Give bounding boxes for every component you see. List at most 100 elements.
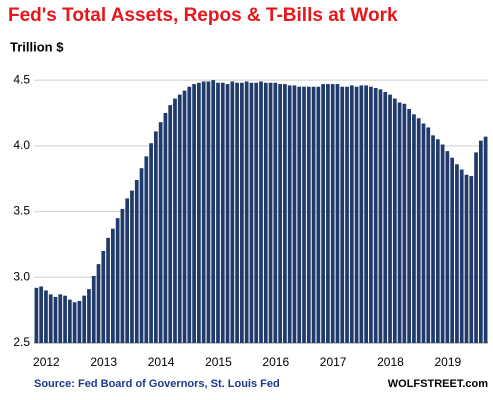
chart-subtitle: Trillion $ [10, 39, 64, 54]
bar [397, 102, 402, 343]
bar [388, 94, 392, 343]
bar [130, 190, 134, 343]
y-tick-label: 3.5 [13, 204, 30, 218]
bar [345, 86, 349, 343]
bar [445, 151, 450, 343]
x-tick-label: 2013 [90, 355, 117, 369]
bar [287, 85, 292, 344]
bar [283, 84, 287, 343]
bar [455, 164, 459, 343]
bar [230, 81, 235, 343]
x-tick-label: 2012 [33, 355, 60, 369]
bar [306, 86, 311, 343]
bar [469, 176, 474, 343]
bar [464, 174, 469, 343]
bar [106, 237, 110, 343]
bar [168, 105, 173, 343]
bar [110, 228, 115, 343]
bar [163, 113, 168, 343]
bar [302, 86, 306, 343]
bar [440, 144, 445, 343]
bar [259, 81, 263, 343]
x-tick-label: 2018 [377, 355, 404, 369]
bar [435, 139, 440, 343]
bar [91, 275, 96, 343]
bar [412, 114, 416, 343]
bar [278, 84, 282, 343]
bar [58, 294, 63, 343]
bar [321, 84, 325, 343]
bar [120, 208, 125, 343]
y-tick-label: 4.5 [13, 72, 30, 86]
bar [39, 286, 44, 343]
x-tick-label: 2017 [320, 355, 347, 369]
bar [254, 82, 259, 344]
bar [134, 180, 139, 343]
bar [478, 140, 483, 343]
bar [158, 122, 163, 343]
bar [373, 88, 378, 344]
bar [249, 82, 254, 344]
x-tick-label: 2019 [434, 355, 461, 369]
bar [139, 168, 144, 343]
bar [378, 89, 383, 343]
bar [292, 85, 297, 344]
bar [431, 135, 435, 343]
x-tick-label: 2014 [148, 355, 175, 369]
bar [340, 86, 345, 343]
bar [63, 295, 67, 343]
bar [335, 84, 340, 343]
x-tick-label: 2016 [262, 355, 289, 369]
bar [450, 157, 455, 343]
y-tick-label: 2.5 [13, 335, 30, 349]
y-tick-label: 3.0 [13, 269, 30, 283]
bar [82, 295, 87, 343]
bar [349, 85, 354, 344]
bar [211, 80, 216, 344]
bar [153, 131, 158, 343]
bar [115, 218, 120, 343]
bar [225, 84, 230, 343]
bar [364, 85, 369, 344]
bar [273, 82, 278, 344]
bar [173, 98, 177, 344]
bar [359, 85, 364, 344]
bar [192, 84, 196, 343]
bar [216, 82, 220, 344]
bar [459, 169, 464, 343]
bar [197, 82, 201, 344]
bar [187, 86, 192, 343]
bar [316, 86, 321, 343]
credit: WOLFSTREET.com [388, 378, 488, 390]
bar [354, 86, 359, 343]
bar [402, 103, 407, 343]
bar [72, 302, 77, 343]
bar [326, 84, 330, 343]
bar [177, 94, 182, 343]
bar [311, 86, 316, 343]
bar [330, 84, 335, 343]
bar [474, 152, 478, 343]
bar [87, 289, 91, 343]
bar [421, 123, 426, 343]
bar [44, 290, 48, 343]
bar [201, 81, 206, 343]
bar [383, 91, 388, 343]
bar [268, 82, 273, 344]
bar [369, 86, 373, 343]
bar [101, 251, 106, 343]
bar [149, 143, 153, 343]
bar [483, 136, 488, 343]
bar [53, 297, 58, 343]
chart-title: Fed's Total Assets, Repos & T-Bills at W… [8, 5, 398, 26]
bar [48, 294, 53, 343]
bar [182, 90, 187, 344]
bar [125, 198, 130, 343]
bar [77, 300, 82, 343]
bar [416, 118, 421, 343]
source: Source: Fed Board of Governors, St. Loui… [34, 378, 280, 390]
bar [426, 127, 431, 343]
bar [263, 82, 268, 344]
bar [297, 86, 302, 343]
